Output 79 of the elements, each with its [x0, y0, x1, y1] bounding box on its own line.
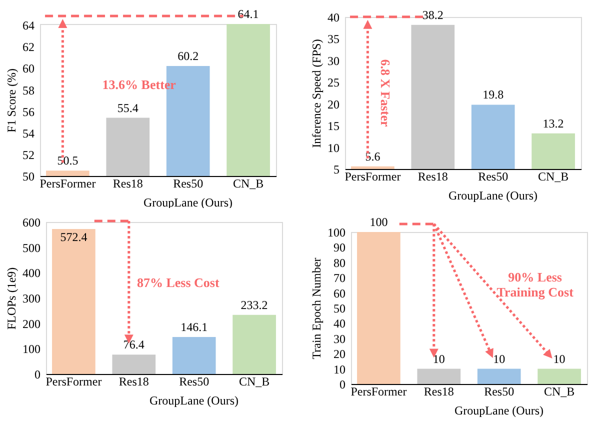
y-tick-label: 64 — [22, 18, 34, 33]
y-axis-title: Inference Speed (FPS) — [310, 39, 324, 148]
data-label: 76.4 — [123, 338, 144, 352]
annotation: 6.8 X Faster — [378, 59, 394, 127]
y-tick-label: 5 — [334, 162, 340, 176]
x-tick-label: CN_B — [232, 176, 264, 190]
x-tick-label: CN_B — [544, 384, 575, 398]
y-tick-label: 50 — [22, 170, 34, 184]
data-label: 100 — [370, 215, 388, 229]
x-axis-title: GroupLane (Ours) — [150, 394, 238, 408]
y-tick-label: 20 — [334, 347, 346, 362]
x-tick-label: Res18 — [118, 374, 149, 388]
x-tick-label: Res18 — [424, 384, 454, 398]
y-tick-label: 20 — [328, 97, 340, 112]
data-label: 13.2 — [542, 116, 564, 130]
data-label: 146.1 — [180, 320, 208, 334]
bar — [172, 336, 216, 374]
y-tick-label: 100 — [328, 226, 346, 240]
x-tick-label: Res50 — [484, 384, 514, 398]
x-axis-title: GroupLane (Ours) — [448, 188, 538, 202]
x-tick-label: PersFormer — [350, 384, 407, 398]
y-axis-title: F1 Score (%) — [4, 68, 18, 132]
y-tick-label: 30 — [334, 332, 346, 346]
y-tick-label: 600 — [22, 216, 40, 230]
y-tick-label: 15 — [328, 119, 340, 134]
y-tick-label: 10 — [328, 140, 340, 155]
y-axis-title: Train Epoch Number — [310, 258, 324, 360]
y-tick-label: 60 — [334, 286, 346, 300]
y-tick-label: 0 — [340, 378, 346, 392]
x-tick-label: Res18 — [112, 176, 143, 190]
data-label: 10 — [553, 352, 566, 366]
y-tick-label: 52 — [22, 148, 34, 162]
x-tick-label: Res18 — [418, 170, 448, 184]
y-tick-label: 200 — [22, 316, 40, 331]
data-label: 10 — [493, 352, 506, 366]
x-tick-label: Res50 — [478, 170, 508, 184]
bar — [232, 314, 276, 374]
y-tick-label: 40 — [334, 316, 346, 331]
x-axis-title: GroupLane (Ours) — [454, 404, 544, 418]
y-tick-label: 70 — [334, 271, 346, 286]
data-label: 233.2 — [240, 298, 268, 312]
x-tick-label: PersFormer — [40, 176, 96, 190]
bar — [112, 354, 156, 374]
y-tick-label: 56 — [22, 104, 34, 119]
y-tick-label: 50 — [334, 302, 346, 316]
x-axis-title: GroupLane (Ours) — [144, 196, 232, 210]
annotation: 87% Less Cost — [136, 274, 220, 290]
y-tick-label: 54 — [22, 126, 34, 140]
x-tick-label: PersFormer — [46, 374, 102, 388]
x-tick-label: Res50 — [179, 374, 210, 388]
y-tick-label: 62 — [22, 40, 34, 54]
data-label: 19.8 — [482, 88, 504, 102]
x-tick-label: Res50 — [173, 176, 204, 190]
data-label: 38.2 — [422, 8, 444, 22]
y-tick-label: 40 — [328, 10, 340, 24]
data-label: 60.2 — [178, 49, 199, 64]
y-tick-label: 500 — [22, 240, 40, 255]
data-label: 64.1 — [238, 7, 259, 21]
y-tick-label: 400 — [22, 266, 40, 280]
y-tick-label: 30 — [328, 54, 340, 68]
data-label: 572.4 — [60, 230, 88, 244]
bar — [52, 228, 96, 374]
x-tick-label: CN_B — [538, 170, 569, 184]
y-tick-label: 25 — [328, 76, 340, 90]
y-tick-label: 90 — [334, 240, 346, 255]
y-tick-label: 300 — [22, 292, 40, 306]
y-tick-label: 10 — [334, 362, 346, 376]
y-tick-label: 60 — [22, 62, 34, 76]
x-tick-label: PersFormer — [344, 170, 401, 184]
data-label: 55.4 — [117, 100, 138, 115]
y-tick-label: 35 — [328, 32, 340, 46]
y-axis-title: FLOPs (1e9) — [4, 267, 18, 330]
y-tick-label: 58 — [22, 83, 34, 98]
y-tick-label: 80 — [334, 256, 346, 270]
y-tick-label: 100 — [22, 342, 40, 356]
annotation: 90% Less Training Cost — [496, 270, 574, 300]
y-tick-label: 0 — [34, 368, 40, 382]
x-tick-label: CN_B — [238, 374, 270, 388]
data-label: 10 — [432, 352, 445, 366]
